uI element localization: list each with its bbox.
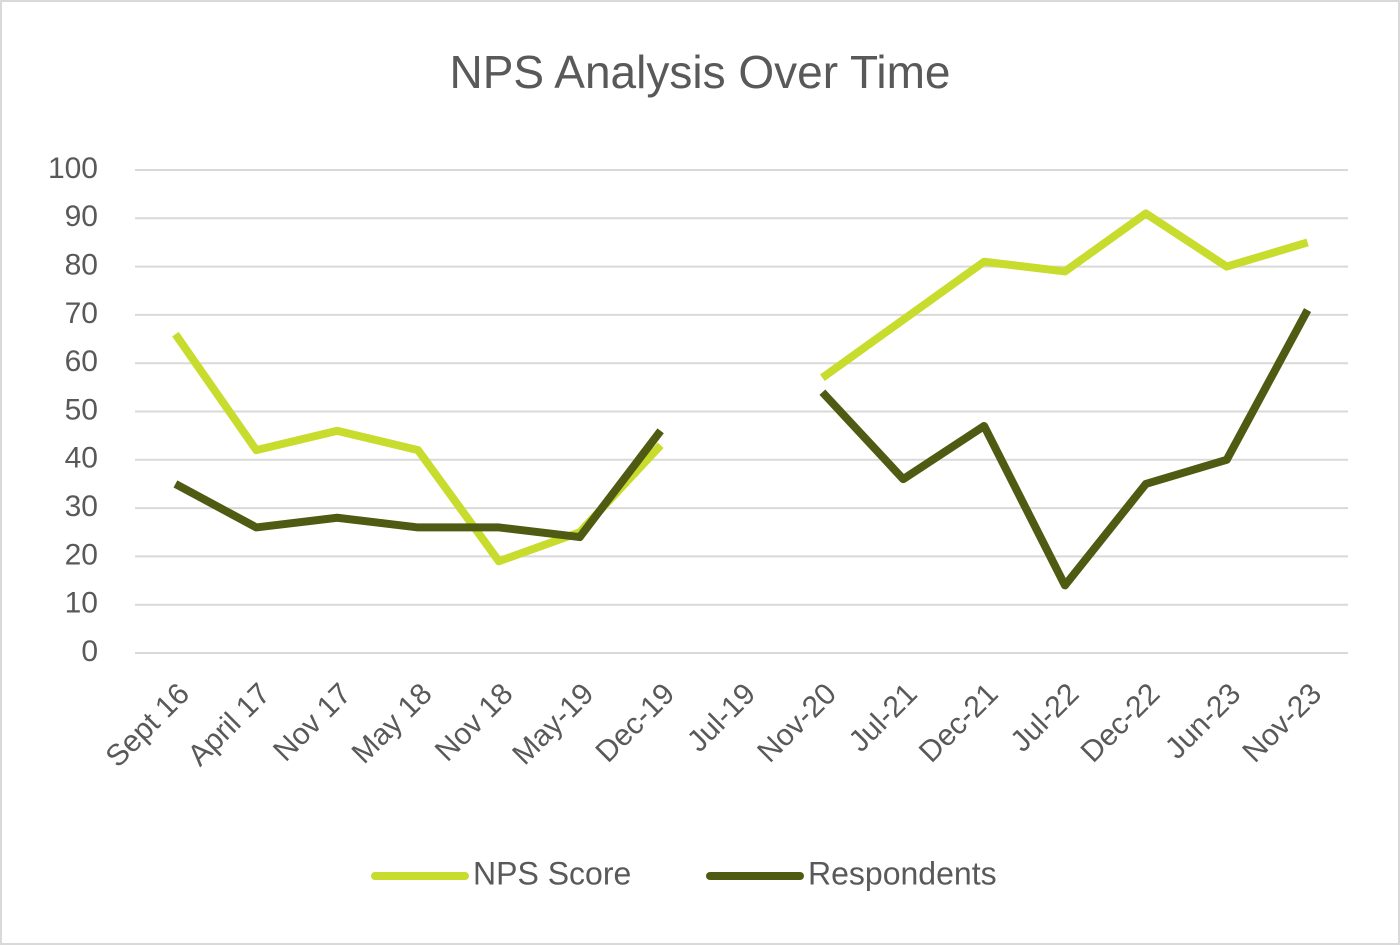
y-tick-label: 90: [65, 200, 98, 233]
y-tick-label: 60: [65, 345, 98, 378]
y-tick-label: 10: [65, 587, 98, 620]
line-series: [173, 308, 1312, 590]
y-tick-label: 100: [48, 152, 98, 185]
y-tick-label: 30: [65, 490, 98, 523]
chart-title: NPS Analysis Over Time: [449, 46, 950, 98]
y-tick-label: 20: [65, 538, 98, 571]
y-tick-label: 40: [65, 442, 98, 475]
y-tick-label: 50: [65, 393, 98, 426]
legend-label: Respondents: [808, 855, 997, 891]
y-tick-label: 80: [65, 249, 98, 282]
y-tick-label: 70: [65, 297, 98, 330]
legend-label: NPS Score: [473, 855, 631, 891]
y-tick-label: 0: [81, 635, 98, 668]
